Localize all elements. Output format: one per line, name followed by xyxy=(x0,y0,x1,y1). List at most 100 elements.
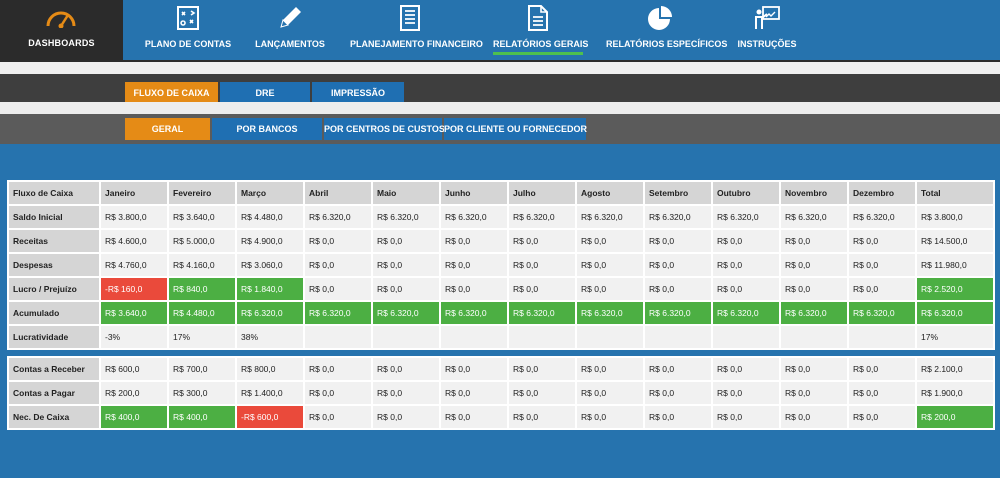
table-cell: R$ 0,0 xyxy=(575,404,645,430)
cash-flow-table-container: Fluxo de Caixa Janeiro Fevereiro Março Abril… xyxy=(7,180,995,430)
table-cell: R$ 0,0 xyxy=(711,356,781,382)
table-row: Saldo Inicial R$ 3.800,0 R$ 3.640,0 R$ 4.48… xyxy=(7,204,995,230)
table-cell: R$ 0,0 xyxy=(847,356,917,382)
table-cell: R$ 0,0 xyxy=(779,252,849,278)
column-header: Fevereiro xyxy=(167,180,237,206)
filter-tab-bar-top xyxy=(0,102,1000,114)
cash-flow-table: Fluxo de Caixa Janeiro Fevereiro Março Abril… xyxy=(7,180,995,430)
row-label: Acumulado xyxy=(7,300,101,326)
table-cell: R$ 400,0 xyxy=(167,404,237,430)
table-cell: R$ 3.640,0 xyxy=(99,300,169,326)
separator-cell xyxy=(8,349,994,357)
row-label: Saldo Inicial xyxy=(7,204,101,230)
table-cell: R$ 0,0 xyxy=(711,380,781,406)
nav-label: RELATÓRIOS GERAIS xyxy=(493,39,589,49)
table-cell: R$ 6.320,0 xyxy=(439,300,509,326)
table-cell: R$ 6.320,0 xyxy=(371,300,441,326)
table-cell: R$ 6.320,0 xyxy=(847,300,917,326)
table-cell: R$ 0,0 xyxy=(507,252,577,278)
table-cell xyxy=(303,324,373,350)
filter-tab-bar: GERAL POR BANCOS POR CENTROS DE CUSTOS P… xyxy=(0,102,1000,144)
table-cell xyxy=(779,324,849,350)
tab-impressao[interactable]: IMPRESSÃO xyxy=(312,82,404,104)
table-cell: R$ 200,0 xyxy=(99,380,169,406)
table-cell: R$ 0,0 xyxy=(371,404,441,430)
tab-por-bancos[interactable]: POR BANCOS xyxy=(212,118,322,140)
nav-label: RELATÓRIOS ESPECÍFICOS xyxy=(606,39,728,49)
column-header: Total xyxy=(915,180,995,206)
table-cell: R$ 0,0 xyxy=(507,356,577,382)
table-cell: R$ 0,0 xyxy=(847,380,917,406)
column-header: Janeiro xyxy=(99,180,169,206)
nav-item-relatorios-especificos[interactable]: RELATÓRIOS ESPECÍFICOS xyxy=(606,0,728,60)
nav-item-instrucoes[interactable]: INSTRUÇÕES xyxy=(734,0,800,60)
section-separator xyxy=(8,349,994,357)
pencil-icon xyxy=(280,7,301,28)
table-cell xyxy=(371,324,441,350)
column-header: Novembro xyxy=(779,180,849,206)
table-cell: R$ 0,0 xyxy=(439,228,509,254)
nav-item-planejamento-financeiro[interactable]: PLANEJAMENTO FINANCEIRO xyxy=(350,0,483,60)
row-label: Lucro / Prejuízo xyxy=(7,276,101,302)
table-cell: R$ 0,0 xyxy=(643,228,713,254)
table-cell: R$ 0,0 xyxy=(711,404,781,430)
table-row: Contas a Receber R$ 600,0 R$ 700,0 R$ 800,0… xyxy=(7,356,995,382)
table-cell: R$ 6.320,0 xyxy=(371,204,441,230)
table-cell: R$ 0,0 xyxy=(371,380,441,406)
table-cell: R$ 700,0 xyxy=(167,356,237,382)
row-label: Contas a Receber xyxy=(7,356,101,382)
row-label: Lucratividade xyxy=(7,324,101,350)
table-cell: R$ 6.320,0 xyxy=(779,204,849,230)
table-cell: R$ 0,0 xyxy=(371,228,441,254)
table-row: Nec. De Caixa R$ 400,0 R$ 400,0 -R$ 600,0 R$… xyxy=(7,404,995,430)
dashboards-label: DASHBOARDS xyxy=(28,38,95,48)
tab-por-centros-de-custos[interactable]: POR CENTROS DE CUSTOS xyxy=(324,118,445,140)
tab-fluxo-de-caixa[interactable]: FLUXO DE CAIXA xyxy=(125,82,218,104)
table-cell: R$ 0,0 xyxy=(303,228,373,254)
table-cell: R$ 6.320,0 xyxy=(507,300,577,326)
row-label: Nec. De Caixa xyxy=(7,404,101,430)
table-cell: -3% xyxy=(99,324,169,350)
table-cell: R$ 3.060,0 xyxy=(235,252,305,278)
table-cell: R$ 6.320,0 xyxy=(847,204,917,230)
table-cell: R$ 5.000,0 xyxy=(167,228,237,254)
table-cell xyxy=(847,324,917,350)
table-row: Lucro / Prejuízo -R$ 160,0 R$ 840,0 R$ 1.84… xyxy=(7,276,995,302)
column-header: Março xyxy=(235,180,305,206)
table-cell: R$ 0,0 xyxy=(847,404,917,430)
table-cell: R$ 0,0 xyxy=(371,276,441,302)
tab-dre[interactable]: DRE xyxy=(220,82,310,104)
nav-item-relatorios-gerais[interactable]: RELATÓRIOS GERAIS xyxy=(493,0,589,60)
table-cell: R$ 0,0 xyxy=(643,356,713,382)
nav-item-plano-de-contas[interactable]: PLANO DE CONTAS xyxy=(140,0,236,60)
table-cell: R$ 0,0 xyxy=(439,276,509,302)
nav-label: LANÇAMENTOS xyxy=(255,39,325,49)
table-cell xyxy=(439,324,509,350)
table-cell: R$ 1.400,0 xyxy=(235,380,305,406)
table-cell: R$ 0,0 xyxy=(847,228,917,254)
column-header: Junho xyxy=(439,180,509,206)
dashboards-button[interactable]: DASHBOARDS xyxy=(0,0,123,60)
table-cell: R$ 0,0 xyxy=(575,228,645,254)
table-cell: R$ 3.800,0 xyxy=(99,204,169,230)
table-cell: R$ 4.900,0 xyxy=(235,228,305,254)
table-cell: R$ 0,0 xyxy=(643,404,713,430)
table-cell: R$ 6.320,0 xyxy=(575,300,645,326)
table-cell: R$ 0,0 xyxy=(643,276,713,302)
table-cell: R$ 6.320,0 xyxy=(507,204,577,230)
table-cell: R$ 800,0 xyxy=(235,356,305,382)
tab-por-cliente-ou-fornecedor[interactable]: POR CLIENTE OU FORNECEDOR xyxy=(444,118,587,140)
table-cell: R$ 2.100,0 xyxy=(915,356,995,382)
table-cell: R$ 0,0 xyxy=(779,356,849,382)
table-cell: R$ 1.900,0 xyxy=(915,380,995,406)
column-header: Julho xyxy=(507,180,577,206)
nav-item-lancamentos[interactable]: LANÇAMENTOS xyxy=(246,0,334,60)
tab-geral[interactable]: GERAL xyxy=(125,118,210,140)
column-header: Agosto xyxy=(575,180,645,206)
table-cell: R$ 0,0 xyxy=(303,252,373,278)
table-cell: R$ 0,0 xyxy=(507,228,577,254)
table-cell: R$ 0,0 xyxy=(847,276,917,302)
nav-label: PLANEJAMENTO FINANCEIRO xyxy=(350,39,483,49)
table-cell: R$ 0,0 xyxy=(371,356,441,382)
table-cell: -R$ 600,0 xyxy=(235,404,305,430)
